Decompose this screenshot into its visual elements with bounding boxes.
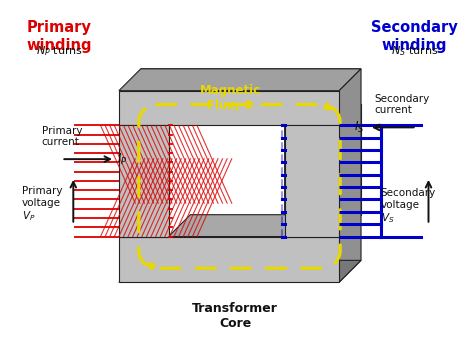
Text: Primary
winding: Primary winding xyxy=(27,20,92,53)
Text: $I_P$: $I_P$ xyxy=(117,152,128,167)
Polygon shape xyxy=(119,91,339,125)
Polygon shape xyxy=(141,69,361,104)
Text: Secondary
voltage
$V_S$: Secondary voltage $V_S$ xyxy=(381,188,436,225)
Text: Secondary
winding: Secondary winding xyxy=(371,20,458,53)
Polygon shape xyxy=(284,104,307,236)
Text: Magnetic
Flux, Φ: Magnetic Flux, Φ xyxy=(200,84,261,111)
Polygon shape xyxy=(284,125,339,236)
Polygon shape xyxy=(339,69,361,282)
Polygon shape xyxy=(119,236,339,282)
Polygon shape xyxy=(119,125,169,236)
Polygon shape xyxy=(169,215,307,236)
Text: $N_P$ turns: $N_P$ turns xyxy=(36,44,83,58)
Polygon shape xyxy=(119,69,361,91)
Text: Secondary
current: Secondary current xyxy=(374,94,429,115)
Polygon shape xyxy=(119,260,361,282)
Text: $I_S$: $I_S$ xyxy=(354,120,364,135)
Text: Primary
current: Primary current xyxy=(42,126,82,147)
Polygon shape xyxy=(307,104,361,215)
Polygon shape xyxy=(169,104,307,125)
Text: $N_S$ turns: $N_S$ turns xyxy=(391,44,438,58)
Text: Transformer
Core: Transformer Core xyxy=(192,302,278,330)
Text: Primary
voltage
$V_P$: Primary voltage $V_P$ xyxy=(22,186,62,224)
